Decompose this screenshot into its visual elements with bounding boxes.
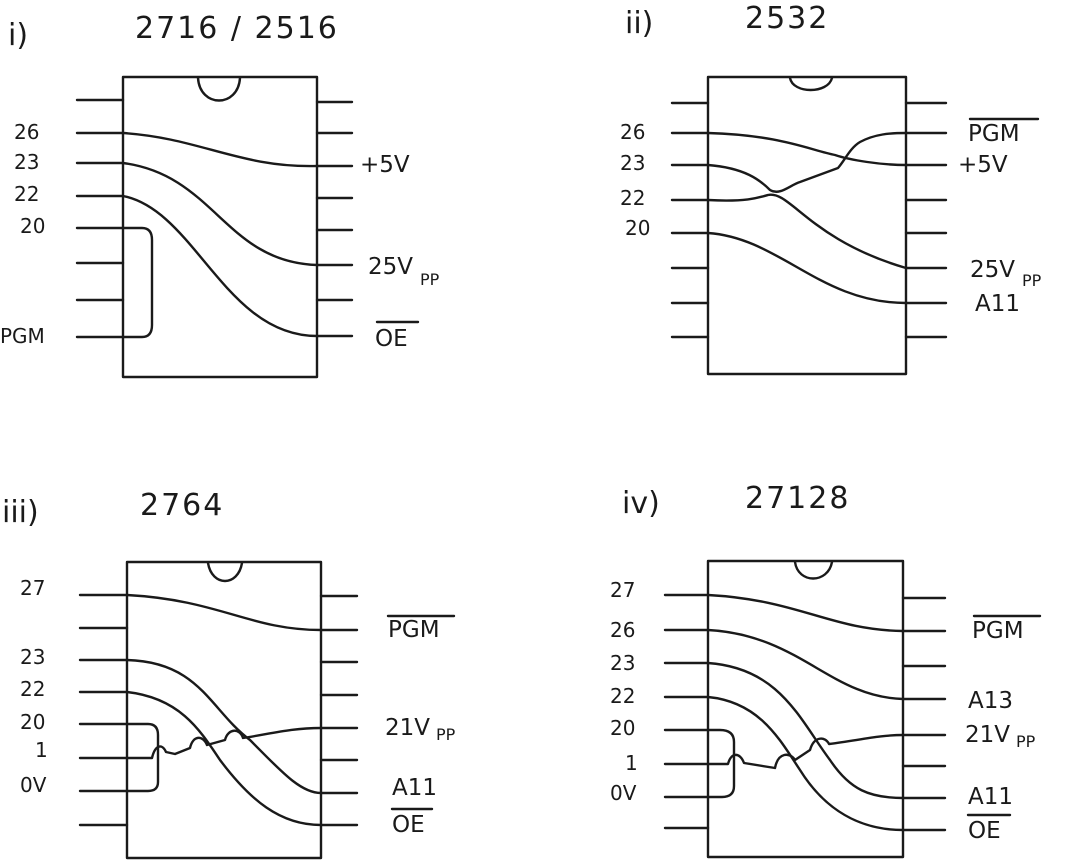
pin-label: 20 (625, 216, 650, 240)
right-pin-stubs (315, 100, 354, 338)
diagram-index: iv) (622, 486, 660, 521)
diagram-index: i) (8, 18, 28, 53)
wire-23-to-a11 (706, 661, 905, 800)
pin-label: 27 (610, 578, 635, 602)
signal-subscript: PP (436, 725, 456, 744)
signal-label: +5V (360, 152, 410, 178)
pin-label: 23 (610, 651, 635, 675)
pin-label: 0V (610, 781, 637, 805)
wire-22-to-pgm (706, 131, 908, 193)
wire-22-to-oe (121, 194, 319, 338)
pin-label: 22 (610, 684, 635, 708)
chip-notch (788, 76, 834, 92)
chip-title: 2716 / 2516 (135, 11, 339, 46)
wire-1-to-vpp (706, 733, 905, 770)
pin-label: 27 (20, 576, 45, 600)
chip-body (706, 75, 908, 376)
pin-label: 26 (610, 618, 635, 642)
signal-label: 21V (385, 715, 430, 741)
pin-label: PGM (0, 324, 45, 348)
signal-label: A11 (392, 775, 437, 801)
wire-26-to-5v (121, 131, 319, 168)
pin-label: 23 (620, 151, 645, 175)
right-pin-stubs (901, 596, 947, 832)
wire-1-to-vpp (125, 726, 323, 760)
pin-label: 1 (625, 751, 638, 775)
left-pin-stubs (663, 593, 710, 830)
chip-title: 2532 (745, 1, 829, 36)
diagram-2532: ii) 2532 26 23 22 20 PGM +5V 25V PP A11 (620, 1, 1042, 376)
wire-20-to-0v (125, 722, 160, 793)
pin-label: 23 (14, 150, 39, 174)
signal-subscript: PP (1022, 271, 1042, 290)
pin-label: 23 (20, 645, 45, 669)
diagram-2716-2516: i) 2716 / 2516 26 23 22 20 PGM +5V 25V P… (0, 11, 440, 379)
diagram-27128: iv) 27128 27 26 23 22 20 1 0V PGM A13 (610, 481, 1042, 859)
wire-22-to-oe (706, 695, 905, 832)
pin-label: 26 (14, 120, 39, 144)
left-pin-stubs (670, 101, 710, 339)
wire-27-to-pgm (706, 593, 905, 633)
wire-27-to-pgm (125, 593, 323, 632)
wire-23-to-vpp (121, 161, 319, 267)
signal-label: OE (392, 812, 425, 838)
left-pin-stubs (78, 593, 129, 827)
signal-subscript: PP (1016, 732, 1036, 751)
pin-label: 22 (20, 677, 45, 701)
diagram-index: iii) (2, 495, 39, 530)
wire-20-to-pgm (121, 226, 154, 339)
chip-body (125, 560, 323, 860)
diagram-2764: iii) 2764 27 23 22 20 1 0V PGM 21V PP A1 (2, 488, 456, 860)
signal-label: OE (375, 326, 408, 352)
chip-notch (206, 561, 244, 582)
chip-body (706, 559, 905, 859)
pin-label: 20 (20, 710, 45, 734)
wire-22-to-oe (125, 690, 323, 827)
signal-subscript: PP (420, 270, 440, 289)
pin-label: 20 (20, 214, 45, 238)
pin-label: 22 (14, 182, 39, 206)
diagram-index: ii) (625, 6, 653, 41)
signal-label: 21V (965, 722, 1010, 748)
signal-label: +5V (958, 152, 1008, 178)
chip-title: 2764 (140, 488, 224, 523)
pin-label: 1 (35, 738, 48, 762)
chip-notch (196, 76, 242, 102)
wire-23-to-vpp (706, 193, 908, 270)
pin-label: 22 (620, 186, 645, 210)
wire-26-to-5v (706, 131, 908, 167)
signal-label: A13 (968, 688, 1013, 714)
chip-title: 27128 (745, 481, 850, 516)
right-pin-stubs (904, 101, 948, 339)
signal-label: A11 (975, 291, 1020, 317)
signal-label: A11 (968, 784, 1013, 810)
wire-20-to-a11 (706, 231, 908, 305)
wire-26-to-a13 (706, 628, 905, 701)
chip-notch (793, 560, 834, 580)
pin-label: 20 (610, 716, 635, 740)
signal-label: OE (968, 818, 1001, 844)
signal-label: PGM (388, 617, 440, 643)
wire-20-to-0v (706, 728, 736, 799)
signal-label: PGM (968, 121, 1020, 147)
signal-label: 25V (368, 254, 413, 280)
pin-label: 0V (20, 773, 47, 797)
left-pin-stubs (75, 98, 125, 339)
signal-label: PGM (972, 618, 1024, 644)
pin-label: 26 (620, 120, 645, 144)
signal-label: 25V (970, 257, 1015, 283)
right-pin-stubs (319, 594, 359, 827)
